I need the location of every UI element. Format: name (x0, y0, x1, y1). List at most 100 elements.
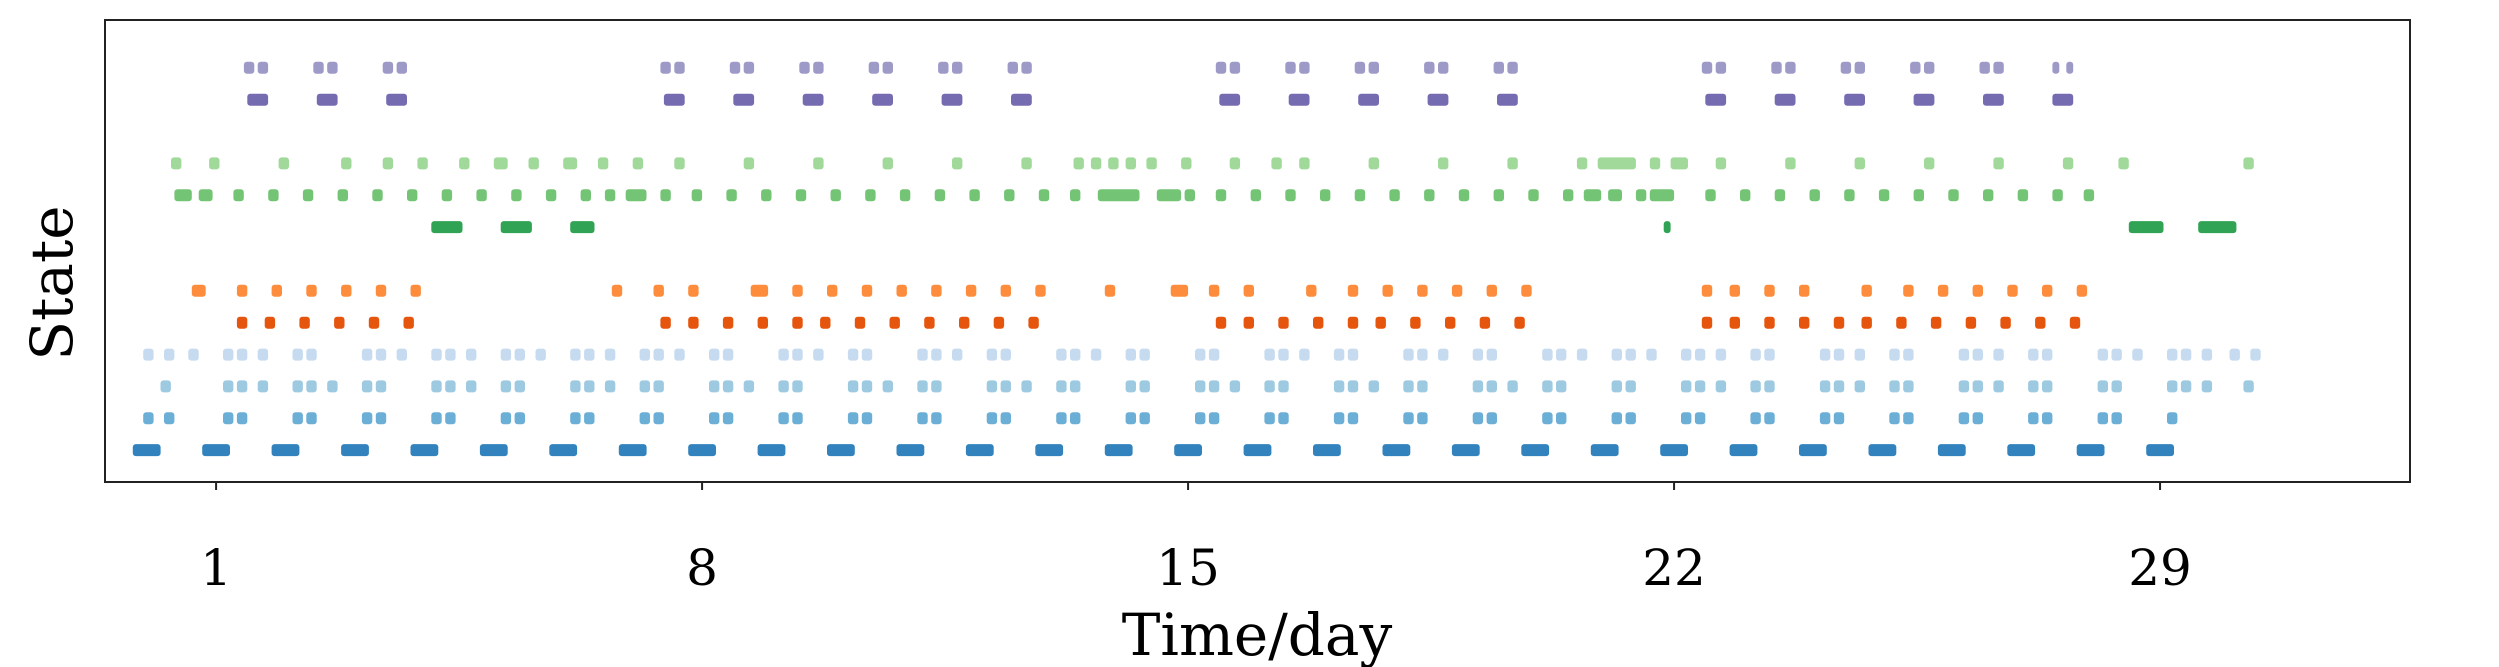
state-segment-row1-26 (1937, 444, 1966, 457)
state-segment-row10-17 (1021, 157, 1032, 170)
state-segment-row2-57 (2111, 412, 2122, 425)
state-segment-row6-31 (1729, 284, 1740, 297)
state-segment-row5-34 (1896, 316, 1907, 329)
state-segment-row10-24 (1229, 157, 1241, 170)
state-segment-row3-14 (570, 380, 581, 393)
state-segment-row2-30 (1195, 412, 1206, 425)
state-segment-row6-15 (931, 284, 942, 297)
state-segment-row6-6 (410, 284, 421, 297)
state-segment-row3-22 (778, 380, 789, 393)
state-segment-row9-38 (1458, 189, 1470, 202)
state-segment-row9-45 (1649, 189, 1675, 202)
state-segment-row3-65 (1993, 380, 2004, 393)
state-segment-row9-53 (1948, 189, 1959, 202)
state-segment-row3-11 (466, 380, 477, 393)
state-segment-row2-41 (1556, 412, 1567, 425)
state-segment-row3-25 (861, 380, 873, 393)
state-segment-row9-43 (1608, 189, 1622, 202)
state-segment-row13-27 (1507, 61, 1518, 74)
state-segment-row4-0 (143, 348, 154, 361)
state-segment-row6-36 (1937, 284, 1949, 297)
state-segment-row6-28 (1486, 284, 1497, 297)
state-segment-row13-39 (2066, 61, 2074, 74)
state-segment-row4-73 (2097, 348, 2108, 361)
state-segment-row3-40 (1278, 380, 1289, 393)
state-segment-row1-27 (2007, 444, 2036, 457)
state-segment-row13-3 (327, 61, 338, 74)
state-segment-row4-46 (1347, 348, 1359, 361)
state-segment-row4-23 (709, 348, 720, 361)
state-segment-row2-51 (1903, 412, 1914, 425)
state-segment-row2-16 (709, 412, 720, 425)
state-segment-row1-8 (688, 444, 716, 457)
state-segment-row4-43 (1278, 348, 1289, 361)
state-segment-row9-0 (174, 189, 192, 202)
state-segment-row12-18 (1983, 93, 2004, 106)
state-segment-row10-23 (1181, 157, 1192, 170)
state-segment-row3-62 (1903, 380, 1914, 393)
state-segment-row3-1 (223, 380, 234, 393)
state-segment-row9-50 (1844, 189, 1855, 202)
state-segment-row2-56 (2097, 412, 2108, 425)
state-segment-row3-67 (2042, 380, 2053, 393)
state-segment-row4-1 (164, 348, 175, 361)
state-segment-row13-31 (1785, 61, 1796, 74)
state-segment-row1-20 (1521, 444, 1550, 457)
state-segment-row2-5 (306, 412, 317, 425)
state-segment-row5-31 (1799, 316, 1810, 329)
state-segment-row2-45 (1694, 412, 1706, 425)
state-segment-row13-10 (799, 61, 810, 74)
state-segment-row2-1 (164, 412, 175, 425)
state-segment-row4-64 (1833, 348, 1845, 361)
state-segment-row13-26 (1493, 61, 1504, 74)
state-segment-row2-23 (931, 412, 942, 425)
state-segment-row1-10 (827, 444, 855, 457)
state-segment-row2-52 (1958, 412, 1970, 425)
state-segment-row10-15 (882, 157, 893, 170)
state-segment-row2-50 (1889, 412, 1900, 425)
state-segment-row6-38 (2007, 284, 2018, 297)
state-segment-row2-49 (1833, 412, 1845, 425)
state-segment-row3-42 (1347, 380, 1359, 393)
state-segment-row5-19 (1243, 316, 1254, 329)
state-segment-row3-49 (1542, 380, 1553, 393)
state-segment-row4-69 (1972, 348, 1983, 361)
state-segment-row4-24 (722, 348, 734, 361)
state-segment-row6-8 (653, 284, 664, 297)
state-segment-row13-11 (813, 61, 824, 74)
state-segment-row2-19 (792, 412, 803, 425)
state-segment-row5-11 (820, 316, 831, 329)
state-segment-row2-26 (1056, 412, 1067, 425)
state-segment-row5-32 (1833, 316, 1845, 329)
state-segment-row5-8 (722, 316, 734, 329)
state-segment-row3-23 (792, 380, 803, 393)
state-segment-row4-13 (466, 348, 477, 361)
state-segment-row9-54 (1983, 189, 1994, 202)
state-segment-row6-5 (375, 284, 387, 297)
state-segment-row9-18 (761, 189, 772, 202)
state-segment-row10-27 (1368, 157, 1379, 170)
state-segment-row1-4 (410, 444, 439, 457)
state-segment-row2-53 (1972, 412, 1983, 425)
state-segment-row3-63 (1958, 380, 1970, 393)
state-segment-row6-16 (965, 284, 977, 297)
state-segment-row9-19 (795, 189, 807, 202)
state-segment-row6-29 (1521, 284, 1532, 297)
state-segment-row4-78 (2201, 348, 2213, 361)
state-segment-row3-15 (584, 380, 595, 393)
state-segment-row9-30 (1184, 189, 1195, 202)
state-segment-row4-51 (1486, 348, 1497, 361)
state-segment-row4-58 (1681, 348, 1692, 361)
state-segment-row2-43 (1625, 412, 1636, 425)
state-segment-row12-6 (872, 93, 893, 106)
state-segment-row3-24 (847, 380, 859, 393)
state-segment-row10-4 (382, 157, 394, 170)
state-segment-row9-21 (865, 189, 876, 202)
state-segment-row1-11 (896, 444, 925, 457)
state-segment-row5-9 (757, 316, 768, 329)
state-segment-row3-73 (2243, 380, 2254, 393)
state-segment-row2-14 (639, 412, 650, 425)
state-segment-row4-66 (1889, 348, 1900, 361)
state-segment-row9-52 (1913, 189, 1924, 202)
state-segment-row6-18 (1035, 284, 1046, 297)
